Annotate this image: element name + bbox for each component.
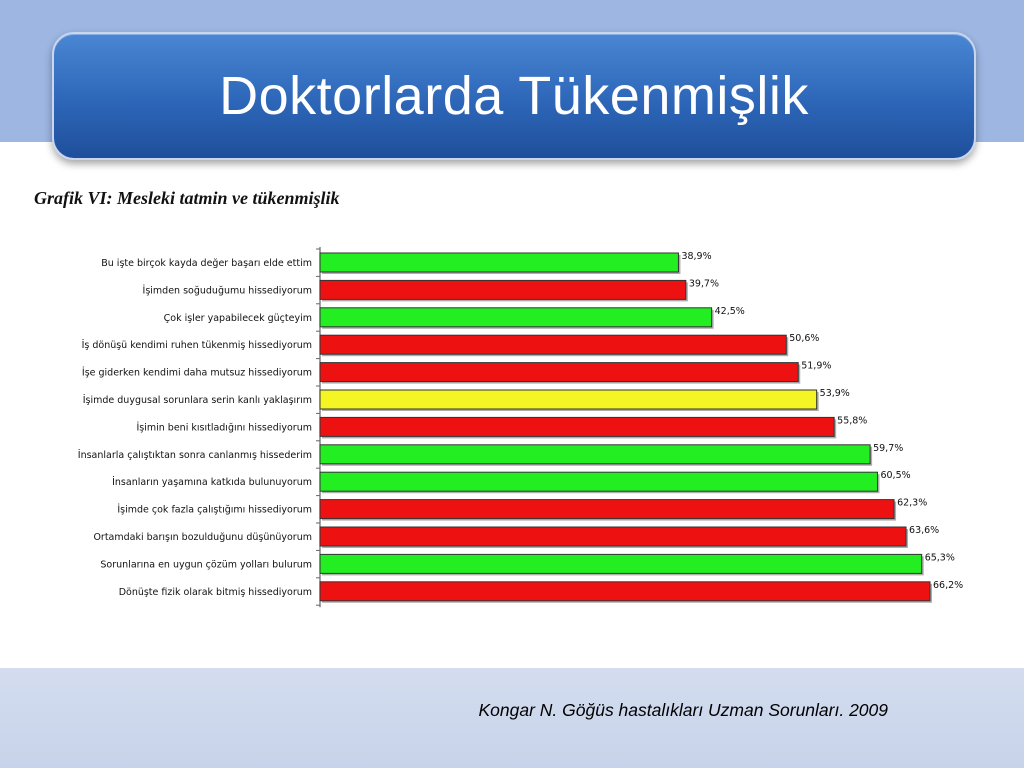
- bar: [319, 416, 835, 437]
- value-label: 39,7%: [689, 278, 719, 289]
- bar: [319, 334, 787, 355]
- title-banner: Doktorlarda Tükenmişlik: [52, 32, 976, 160]
- value-label: 66,2%: [933, 580, 963, 591]
- category-label: İşimin beni kısıtladığını hissediyorum: [136, 422, 312, 433]
- value-label: 38,9%: [681, 251, 711, 262]
- chart-title: Grafik VI: Mesleki tatmin ve tükenmişlik: [34, 188, 340, 208]
- bar: [319, 553, 923, 574]
- value-label: 62,3%: [897, 498, 927, 509]
- bar: [319, 389, 818, 410]
- bar: [319, 581, 931, 602]
- category-label: İşe giderken kendimi daha mutsuz hissedi…: [82, 368, 312, 379]
- bar: [319, 362, 799, 383]
- value-label: 42,5%: [715, 306, 745, 317]
- footer-band: [0, 668, 1024, 768]
- category-label: Dönüşte fizik olarak bitmiş hissediyorum: [119, 587, 312, 598]
- citation: Kongar N. Göğüs hastalıkları Uzman Sorun…: [478, 700, 888, 720]
- category-label: İşimden soğuduğumu hissediyorum: [143, 285, 312, 296]
- category-label: İnsanların yaşamına katkıda bulunuyorum: [112, 477, 312, 488]
- category-label: İşimde çok fazla çalıştığımı hissediyoru…: [117, 505, 312, 516]
- category-label: İşimde duygusal sorunlara serin kanlı ya…: [83, 395, 312, 406]
- bar: [319, 444, 871, 465]
- value-label: 51,9%: [801, 361, 831, 372]
- value-label: 65,3%: [925, 552, 955, 563]
- category-label: Bu işte birçok kayda değer başarı elde e…: [101, 258, 312, 269]
- category-label: Sorunlarına en uygun çözüm yolları bulur…: [100, 559, 312, 570]
- value-label: 55,8%: [837, 415, 867, 426]
- value-label: 59,7%: [873, 443, 903, 454]
- bar: [319, 471, 878, 492]
- value-label: 60,5%: [880, 470, 910, 481]
- value-label: 53,9%: [820, 388, 850, 399]
- category-label: İnsanlarla çalıştıktan sonra canlanmış h…: [78, 450, 312, 461]
- category-label: Ortamdaki barışın bozulduğunu düşünüyoru…: [93, 532, 312, 543]
- value-label: 50,6%: [789, 333, 819, 344]
- bar: [319, 279, 687, 300]
- bar: [319, 526, 907, 547]
- slide-title: Doktorlarda Tükenmişlik: [219, 66, 809, 126]
- bar: [319, 499, 895, 520]
- category-label: İş dönüşü kendimi ruhen tükenmiş hissedi…: [82, 340, 312, 351]
- bar: [319, 307, 713, 328]
- bar: [319, 252, 679, 273]
- category-label: Çok işler yapabilecek güçteyim: [164, 313, 312, 324]
- value-label: 63,6%: [909, 525, 939, 536]
